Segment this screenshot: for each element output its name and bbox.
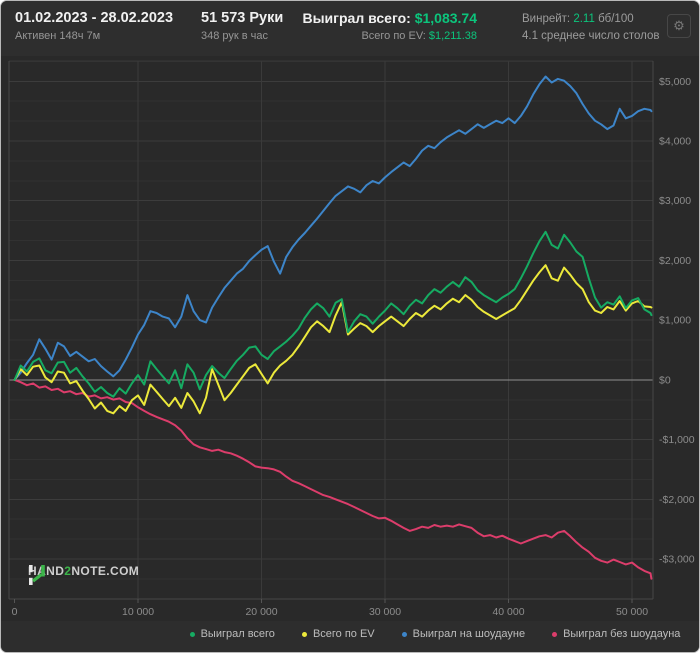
hands-per-hour: 348 рук в час [201, 30, 269, 42]
hand2note-logo[interactable]: HAND2NOTE.COM [28, 564, 140, 585]
series-line-showdown [13, 75, 653, 381]
winrate-value: 2.11 [573, 13, 595, 25]
legend-dot-icon [301, 631, 307, 637]
equity-chart-svg: $5,000 $4,000 $3,000 $2,000 $1,000 $0 -$1,000 -… [8, 60, 695, 618]
y-axis-label: -$1,000 [659, 434, 695, 446]
y-axis-label: -$3,000 [659, 553, 695, 565]
legend-label: Выиграл на шоудауне [412, 628, 526, 640]
legend-dot-icon [401, 631, 407, 637]
series-line-non-showdown [13, 378, 653, 580]
chart-legend: Выиграл всего Всего по EV Выиграл на шоуда… [1, 621, 699, 652]
winnings-group: Выиграл всего: $1,083.74 Всего по EV: $1… [301, 9, 477, 44]
gear-icon: ⚙ [673, 18, 685, 33]
legend-label: Выиграл без шоудауна [563, 628, 681, 640]
axis-labels: $5,000 $4,000 $3,000 $2,000 $1,000 $0 -$1,000 -… [12, 76, 695, 618]
won-total-label: Выиграл всего: [302, 10, 411, 26]
equity-chart: $5,000 $4,000 $3,000 $2,000 $1,000 $0 -$1,000 -… [1, 56, 699, 621]
hands-group: 51 573 Руки 348 рук в час [201, 9, 283, 44]
x-axis-label: 30 000 [369, 606, 401, 618]
legend-dot-icon [552, 631, 558, 637]
x-axis-label: 20 000 [245, 606, 277, 618]
y-axis-label: $4,000 [659, 136, 691, 148]
stats-header: 01.02.2023 - 28.02.2023 Активен 148ч 7м … [1, 1, 699, 56]
won-total-value: $1,083.74 [414, 10, 477, 26]
x-axis-label: 10 000 [122, 606, 154, 618]
date-range-group: 01.02.2023 - 28.02.2023 Активен 148ч 7м [15, 9, 173, 44]
grid [8, 60, 654, 600]
winrate-label: Винрейт: [522, 13, 571, 25]
hands-count: 51 573 Руки [201, 10, 284, 26]
x-axis-label: 50 000 [616, 606, 648, 618]
x-axis-label: 40 000 [492, 606, 524, 618]
active-time: Активен 148ч 7м [15, 30, 101, 42]
legend-label: Выиграл всего [200, 628, 275, 640]
legend-item-ev-total[interactable]: Всего по EV [301, 628, 375, 640]
legend-label: Всего по EV [312, 628, 375, 640]
series-line-ev-total [13, 264, 653, 415]
avg-tables: 4.1 среднее число столов [522, 30, 660, 42]
y-axis-label: -$2,000 [659, 494, 695, 506]
date-range: 01.02.2023 - 28.02.2023 [15, 10, 174, 26]
legend-item-won-total[interactable]: Выиграл всего [189, 628, 275, 640]
x-axis-label: 0 [12, 606, 18, 618]
y-axis-label: $3,000 [659, 195, 691, 207]
y-axis-label: $0 [659, 374, 671, 386]
ev-total-value: $1,211.38 [428, 30, 477, 42]
series-line-won-total [13, 230, 653, 398]
ev-total-label: Всего по EV: [361, 30, 426, 42]
winrate-suffix: бб/100 [598, 13, 634, 25]
hand2note-logo-text: HAND2NOTE.COM [28, 564, 140, 578]
y-axis-label: $2,000 [659, 255, 691, 267]
y-axis-label: $1,000 [659, 315, 691, 327]
series-lines [13, 75, 653, 580]
settings-button[interactable]: ⚙ [667, 14, 691, 38]
hand2note-logo-icon [29, 565, 45, 585]
y-axis-label: $5,000 [659, 76, 691, 88]
legend-item-showdown[interactable]: Выиграл на шоудауне [401, 628, 526, 640]
legend-dot-icon [189, 631, 195, 637]
legend-item-non-showdown[interactable]: Выиграл без шоудауна [552, 628, 680, 640]
winrate-group: Винрейт: 2.11 бб/100 4.1 среднее число с… [522, 11, 660, 45]
